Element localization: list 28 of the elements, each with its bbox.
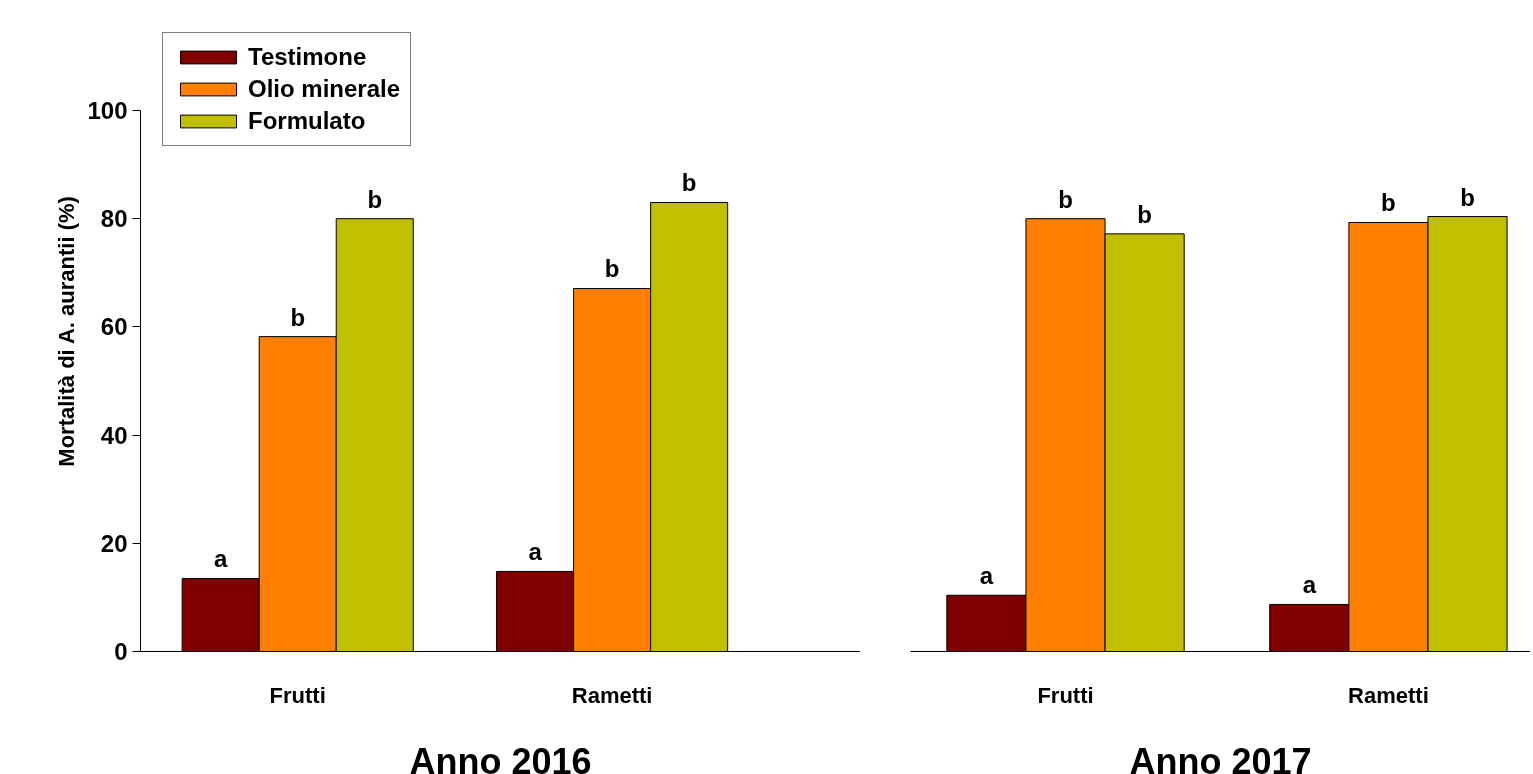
- data-label: b: [367, 185, 383, 213]
- data-label: a: [528, 538, 543, 566]
- y-axis-title: Mortalità di A. aurantii (%): [54, 196, 80, 467]
- data-label: b: [290, 303, 306, 331]
- x-tick-label: Frutti: [1037, 682, 1094, 708]
- x-tick-label: Frutti: [269, 682, 326, 708]
- x-tick-label: Rametti: [1348, 682, 1429, 708]
- data-label: b: [1460, 183, 1475, 211]
- y-tick-label: 80: [100, 205, 128, 233]
- x-axis-title: Anno 2017: [1129, 740, 1312, 774]
- data-label: a: [979, 562, 994, 590]
- data-label: b: [604, 255, 620, 283]
- data-label: b: [1058, 185, 1073, 213]
- y-tick-label: 0: [114, 638, 128, 665]
- y-tick-label: 20: [100, 529, 128, 557]
- legend-label: Formulato: [248, 107, 366, 135]
- data-label: a: [1302, 571, 1317, 599]
- legend-label: Olio minerale: [248, 75, 401, 103]
- legend-label: Testimone: [248, 43, 367, 71]
- data-label: a: [214, 545, 228, 573]
- y-tick-label: 100: [87, 97, 128, 124]
- x-tick-label: Rametti: [571, 682, 653, 708]
- x-axis-title: Anno 2016: [409, 740, 592, 774]
- data-label: b: [1381, 189, 1396, 217]
- y-tick-label: 60: [100, 313, 128, 341]
- y-tick-label: 40: [100, 421, 128, 449]
- data-label: b: [681, 169, 697, 197]
- data-label: b: [1137, 200, 1152, 228]
